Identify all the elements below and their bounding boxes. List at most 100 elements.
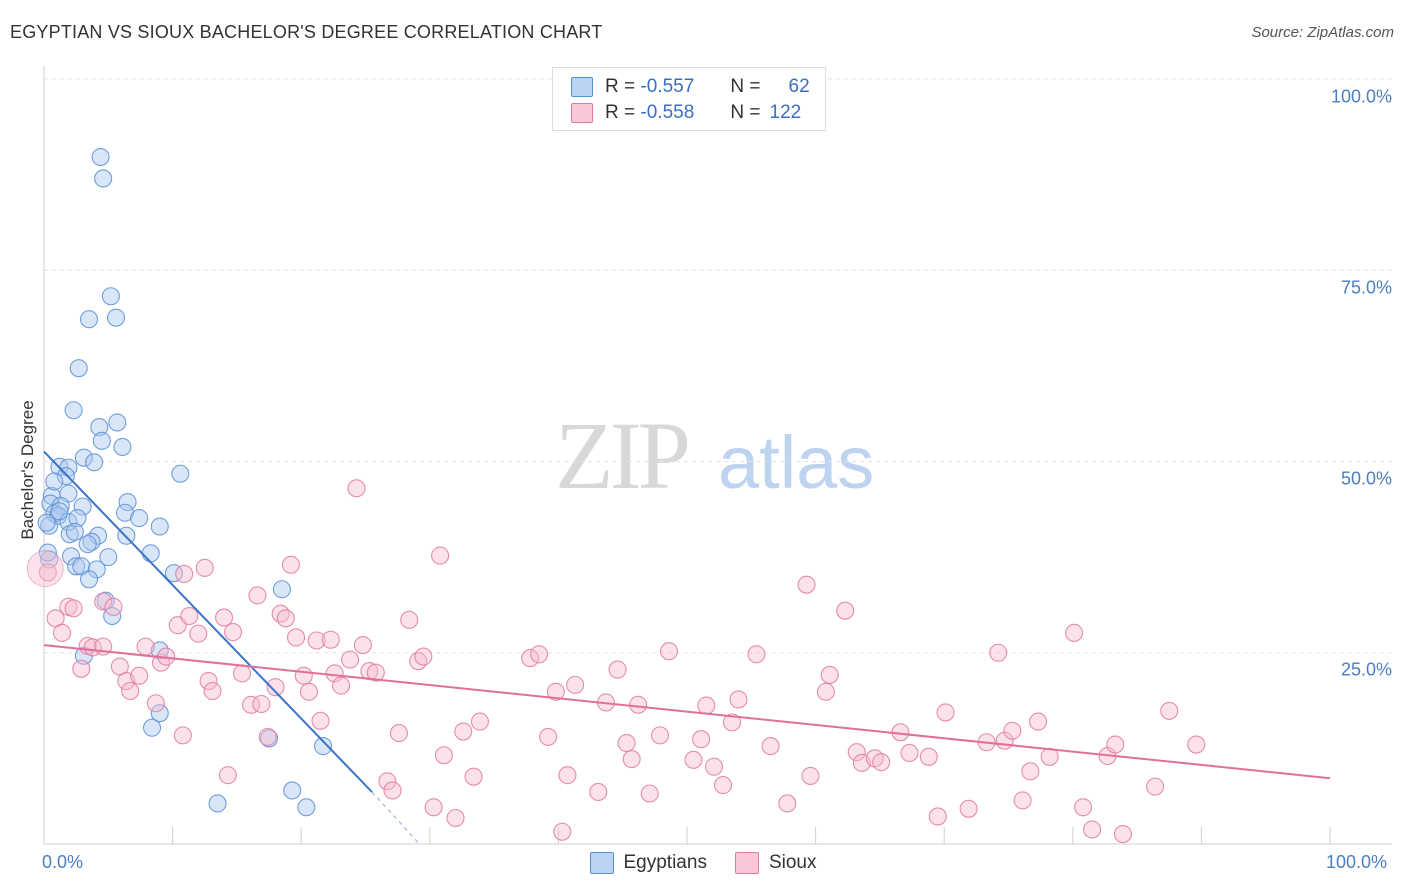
watermark-atlas: atlas <box>718 421 874 504</box>
sioux-point-68 <box>546 682 565 701</box>
egyptians-point-57 <box>38 543 57 562</box>
sioux-point-111 <box>1021 762 1040 781</box>
sioux-point-29 <box>223 623 243 642</box>
egyptians-point-1 <box>94 169 113 188</box>
egyptians-point-38 <box>141 544 160 563</box>
sioux-point-32 <box>248 586 267 605</box>
sioux-point-85 <box>713 776 733 795</box>
sioux-point-44 <box>321 630 340 649</box>
sioux-point-65 <box>521 649 540 668</box>
axes <box>43 66 1392 845</box>
sioux-point-20 <box>173 726 192 745</box>
sioux-point-90 <box>778 794 797 813</box>
egyptians-swatch <box>571 77 593 97</box>
sioux-point-8 <box>72 659 91 678</box>
sioux-point-80 <box>659 642 679 661</box>
egyptians-point-41 <box>87 560 106 579</box>
egyptians-point-15 <box>171 464 190 483</box>
sioux-point-115 <box>1074 798 1093 817</box>
sioux-point-53 <box>383 781 402 800</box>
chart-title: EGYPTIAN VS SIOUX BACHELOR'S DEGREE CORR… <box>10 22 603 42</box>
sioux-point-55 <box>400 610 419 629</box>
r-label: R = <box>605 102 636 123</box>
x-tick-100: 100.0% <box>1326 852 1388 872</box>
sioux-point-15 <box>136 637 155 656</box>
egyptians-point-6 <box>64 401 83 420</box>
sioux-point-81 <box>684 750 703 769</box>
egyptians-trend-line <box>43 450 373 793</box>
sioux-point-74 <box>608 660 627 679</box>
egyptians-point-60 <box>45 472 64 491</box>
egyptians-point-12 <box>85 453 104 472</box>
data-points <box>26 147 1206 844</box>
sioux-point-103 <box>928 807 947 826</box>
sioux-point-4 <box>52 623 72 642</box>
egyptians-point-28 <box>68 509 87 528</box>
egyptians-point-30 <box>150 517 169 536</box>
sioux-point-72 <box>589 782 608 802</box>
sioux-point-39 <box>287 628 306 647</box>
sioux-point-62 <box>454 722 473 741</box>
sioux-point-86 <box>722 713 742 732</box>
egyptians-point-4 <box>106 308 126 327</box>
sioux-point-99 <box>872 753 891 772</box>
legend-item-egyptians: Egyptians <box>589 852 707 874</box>
sioux-point-102 <box>919 747 938 766</box>
sioux-point-6 <box>83 638 102 657</box>
sioux-point-61 <box>446 808 465 828</box>
sioux-point-107 <box>989 643 1008 662</box>
sioux-swatch <box>571 103 593 123</box>
sioux-point-52 <box>378 772 397 791</box>
egyptians-point-26 <box>130 509 149 528</box>
sioux-point-82 <box>692 730 711 749</box>
egyptians-point-25 <box>115 503 135 522</box>
sioux-point-76 <box>622 750 641 769</box>
egyptians-point-50 <box>150 704 169 723</box>
sioux-point-57 <box>414 647 433 666</box>
egyptians-point-53 <box>208 794 227 813</box>
egyptians-point-29 <box>40 516 59 535</box>
sioux-point-46 <box>332 676 351 695</box>
sioux-point-69 <box>553 822 572 841</box>
sioux-point-78 <box>640 784 659 803</box>
grid-lines <box>44 78 1392 654</box>
egyptians-point-55 <box>297 798 316 817</box>
egyptians-point-61 <box>99 548 118 567</box>
sioux-point-54 <box>389 724 408 743</box>
sioux-point-2 <box>64 599 83 618</box>
sioux-point-30 <box>232 664 252 683</box>
sioux-point-28 <box>218 766 237 785</box>
sioux-point-94 <box>820 665 839 684</box>
sioux-point-113 <box>1040 747 1059 766</box>
sioux-point-101 <box>900 743 919 763</box>
egyptians-point-35 <box>78 535 97 554</box>
sioux-point-67 <box>539 727 558 746</box>
sioux-point-60 <box>434 746 453 765</box>
sioux-point-77 <box>629 695 648 714</box>
y-tick-25: 25.0% <box>1340 659 1392 680</box>
sioux-point-59 <box>431 546 450 565</box>
sioux-point-41 <box>299 682 318 701</box>
sioux-point-42 <box>307 631 326 650</box>
sioux-point-0 <box>38 563 57 582</box>
y-tick-50: 50.0% <box>1340 468 1392 489</box>
sioux-point-89 <box>761 737 780 756</box>
n-value-sioux: 122 <box>769 102 802 123</box>
egyptians-point-42 <box>164 564 183 583</box>
sioux-point-43 <box>311 711 330 730</box>
sioux-point-116 <box>1083 820 1102 839</box>
sioux-point-14 <box>104 597 123 616</box>
egyptians-point-11 <box>74 448 93 467</box>
sioux-point-13 <box>94 592 113 611</box>
sioux-point-40 <box>294 666 313 685</box>
sioux-point-66 <box>530 645 549 664</box>
r-value-sioux: -0.558 <box>640 102 695 123</box>
egyptians-point-59 <box>65 522 84 541</box>
legend-row-egyptians: R = -0.557 N = 62 <box>571 75 810 99</box>
sioux-point-64 <box>470 712 490 731</box>
sioux-point-79 <box>650 726 670 745</box>
legend-row-sioux: R = -0.558 N = 122 <box>571 101 801 125</box>
sioux-point-84 <box>704 757 724 776</box>
egyptians-point-23 <box>118 492 137 512</box>
